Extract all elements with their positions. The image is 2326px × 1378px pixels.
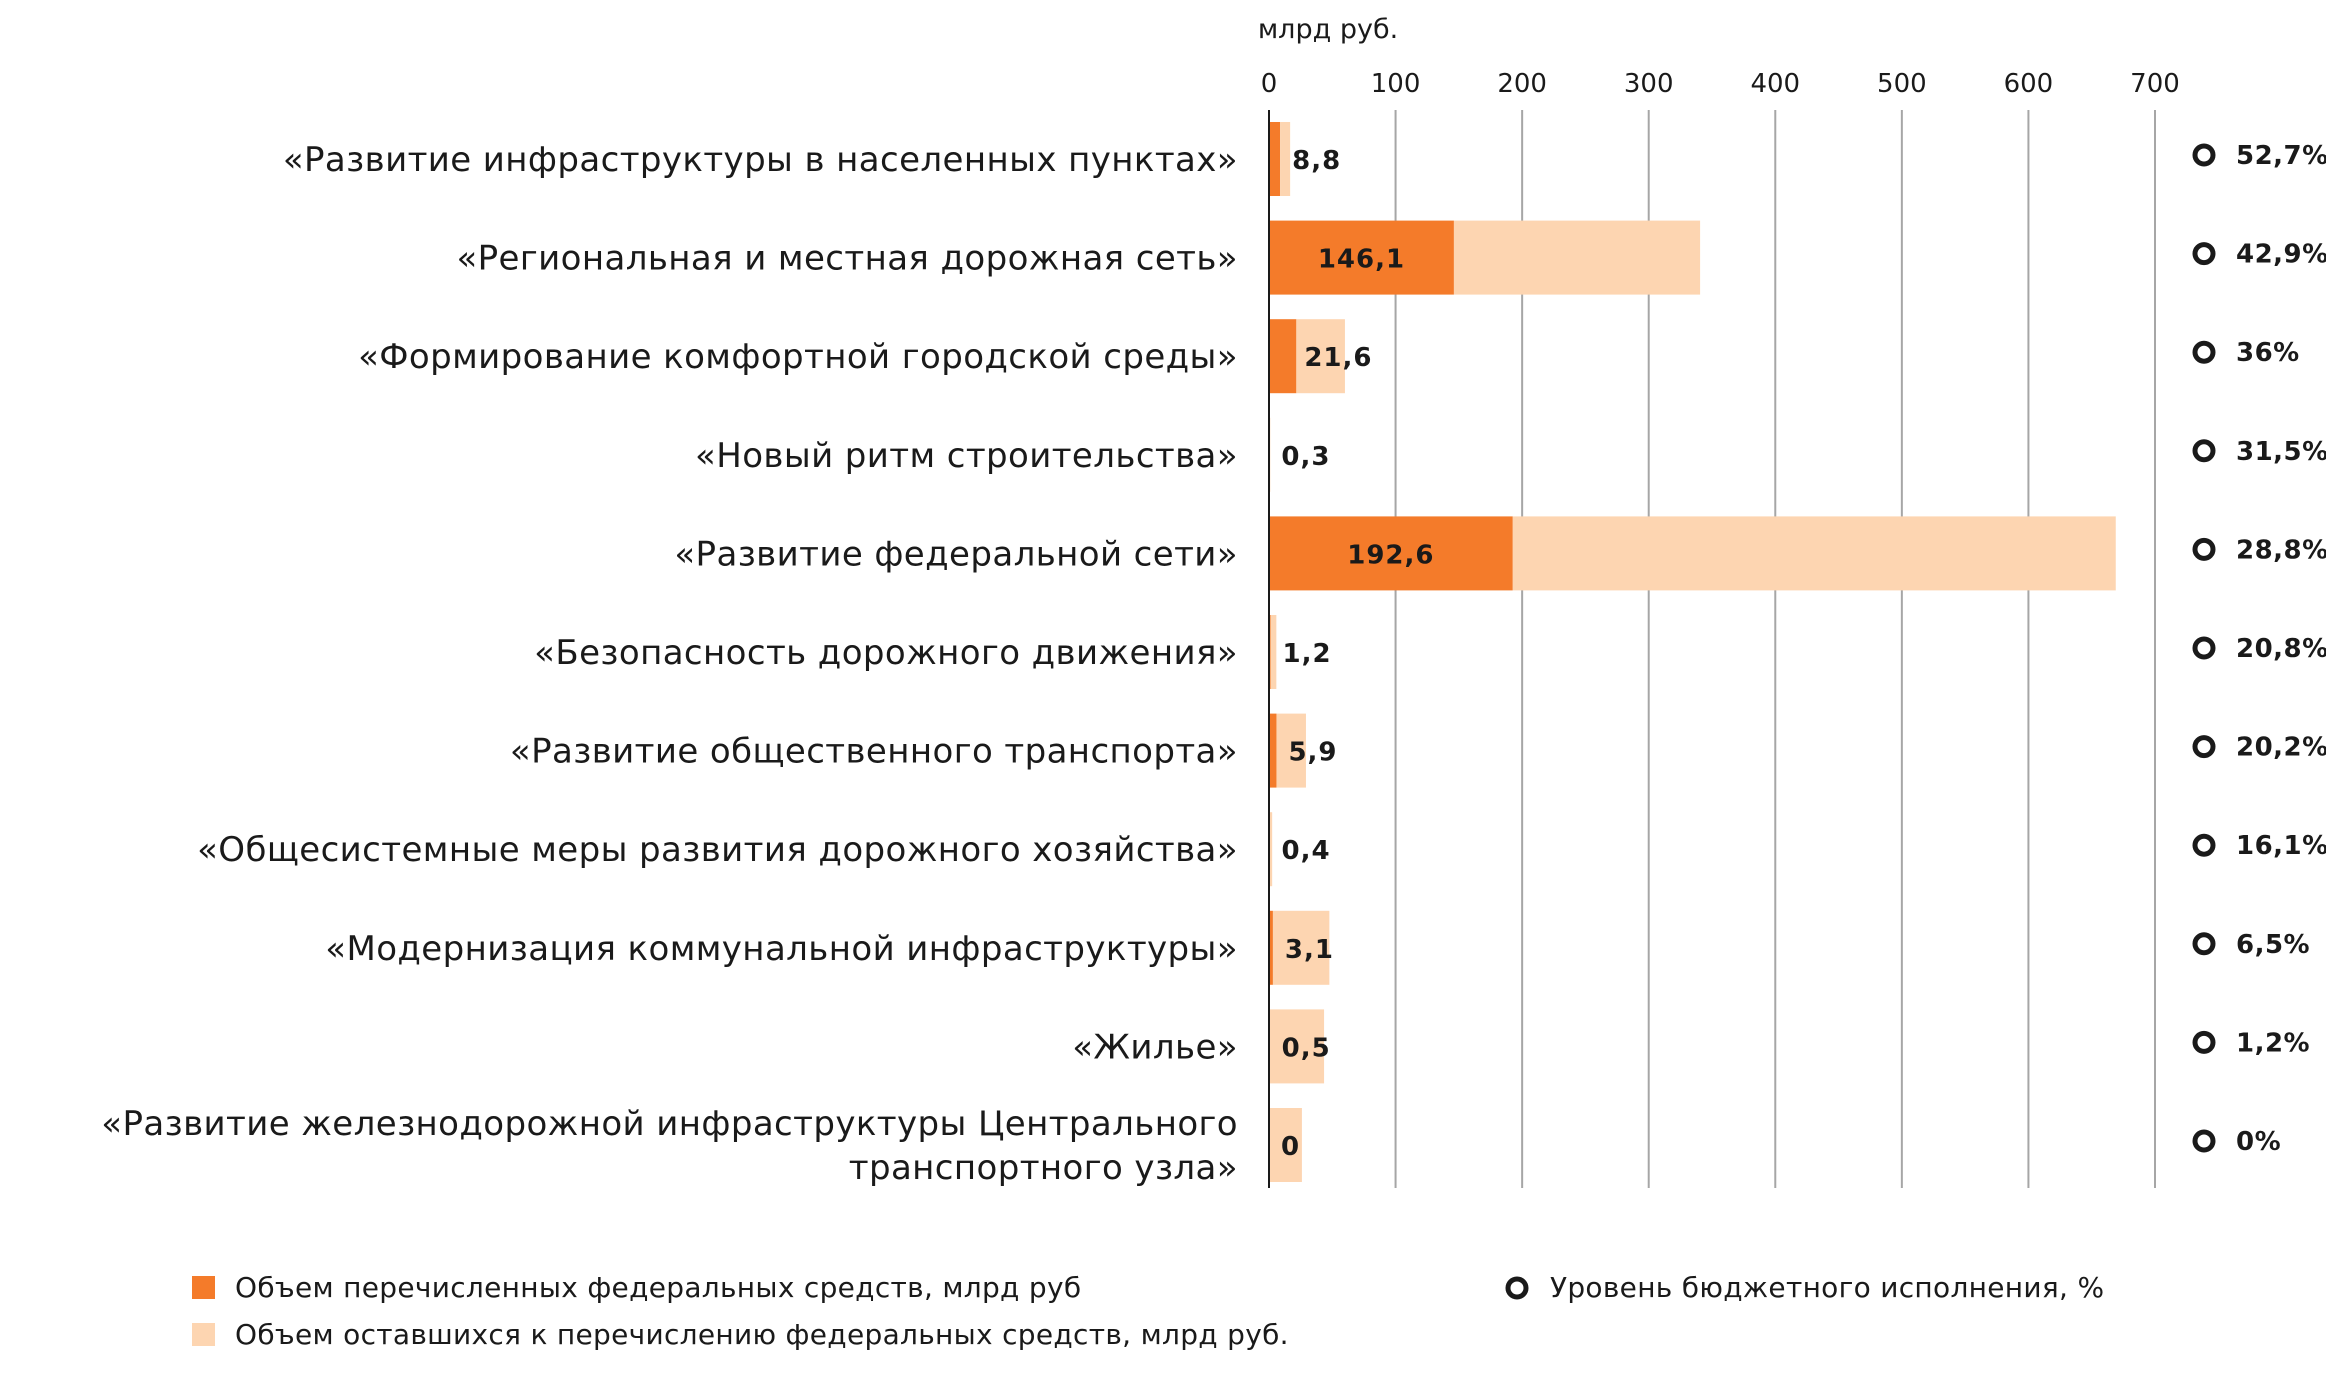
bar-remaining [1272, 910, 1330, 985]
bar-remaining [1269, 1009, 1325, 1084]
category-label: «Общесистемные меры развития дорожного х… [197, 830, 1238, 870]
execution-marker [2192, 340, 2216, 364]
execution-marker [2192, 537, 2216, 561]
execution-marker [2192, 636, 2216, 660]
execution-label: 20,2% [2236, 733, 2326, 763]
x-tick-label: 0 [1261, 69, 1278, 99]
x-tick-label: 600 [2004, 69, 2054, 99]
bar-remaining [1276, 713, 1306, 788]
category-label: «Новый ритм строительства» [695, 436, 1238, 476]
bar-remaining [1512, 516, 2116, 591]
execution-marker [2192, 1030, 2216, 1054]
bar-remaining [1280, 122, 1291, 196]
bar-remaining [1453, 220, 1701, 295]
category-label: «Развитие федеральной сети» [674, 534, 1238, 574]
category-label: «Безопасность дорожного движения» [534, 633, 1238, 673]
execution-label: 42,9% [2236, 240, 2326, 270]
legend-marker-execution [1505, 1276, 1529, 1300]
execution-marker [2192, 439, 2216, 463]
execution-label: 0% [2236, 1127, 2281, 1157]
category-label: транспортного узла» [849, 1148, 1238, 1188]
bar-value-label: 0,4 [1282, 836, 1331, 866]
axis-unit-label: млрд руб. [1258, 14, 1398, 45]
execution-label: 31,5% [2236, 437, 2326, 467]
bar-transferred [1269, 910, 1273, 985]
bar-value-label: 0,3 [1281, 442, 1330, 472]
legend-label-transferred: Объем перечисленных федеральных средств,… [235, 1271, 1081, 1304]
category-label: «Модернизация коммунальной инфраструктур… [325, 929, 1238, 969]
bar-remaining [1269, 812, 1273, 887]
execution-marker [2192, 143, 2216, 167]
labels: млрд руб. 0 100 200 300 400 500 600 700 «Развитие… [101, 14, 2326, 1188]
bar-value-label: 1,2 [1283, 639, 1332, 669]
execution-label: 1,2% [2236, 1028, 2310, 1058]
execution-marker [2192, 932, 2216, 956]
bar-value-label: 21,6 [1304, 343, 1372, 373]
bar-value-label: 3,1 [1285, 935, 1334, 965]
x-tick-label: 500 [1877, 69, 1927, 99]
x-tick-label: 700 [2130, 69, 2180, 99]
execution-marker [2192, 242, 2216, 266]
category-label: «Региональная и местная дорожная сеть» [456, 239, 1238, 279]
category-label: «Развитие общественного транспорта» [510, 732, 1238, 772]
execution-marker [2192, 735, 2216, 759]
x-tick-label: 200 [1497, 69, 1547, 99]
execution-label: 36% [2236, 338, 2300, 368]
bar-remaining [1270, 615, 1277, 689]
execution-marker [2192, 833, 2216, 857]
category-label: «Жилье» [1072, 1027, 1238, 1067]
bar-transferred [1269, 516, 1513, 591]
category-label: «Формирование комфортной городской среды… [358, 337, 1238, 377]
legend-swatch-remaining [192, 1323, 215, 1346]
bar-value-label: 5,9 [1288, 738, 1337, 768]
bar-remaining [1269, 1108, 1302, 1182]
legend-label-execution: Уровень бюджетного исполнения, % [1550, 1271, 2104, 1304]
legend-swatch-transferred [192, 1276, 215, 1299]
execution-marker [2192, 1129, 2216, 1153]
bar-transferred [1269, 319, 1297, 394]
execution-label: 6,5% [2236, 930, 2310, 960]
bar-value-label: 146,1 [1318, 245, 1405, 275]
bar-value-label: 0 [1281, 1132, 1300, 1162]
x-tick-label: 400 [1750, 69, 1800, 99]
execution-label: 52,7% [2236, 141, 2326, 171]
bar-remaining [1296, 319, 1345, 394]
bar-value-label: 8,8 [1292, 146, 1341, 176]
legend-label-remaining: Объем оставшихся к перечислению федераль… [235, 1318, 1289, 1351]
bar-value-label: 192,6 [1347, 540, 1434, 570]
category-label: «Развитие инфраструктуры в населенных пу… [283, 140, 1238, 180]
x-tick-label: 100 [1371, 69, 1421, 99]
bar-transferred [1269, 713, 1277, 788]
execution-label: 20,8% [2236, 634, 2326, 664]
category-label: «Развитие железнодорожной инфраструктуры… [101, 1104, 1238, 1144]
x-tick-label: 300 [1624, 69, 1674, 99]
bars [1269, 122, 2116, 1182]
legend: Объем перечисленных федеральных средств,… [192, 1271, 2104, 1351]
bar-value-label: 0,5 [1282, 1033, 1331, 1063]
bar-transferred [1269, 122, 1281, 196]
execution-label: 28,8% [2236, 535, 2326, 565]
execution-label: 16,1% [2236, 831, 2326, 861]
bar-transferred [1269, 220, 1454, 295]
